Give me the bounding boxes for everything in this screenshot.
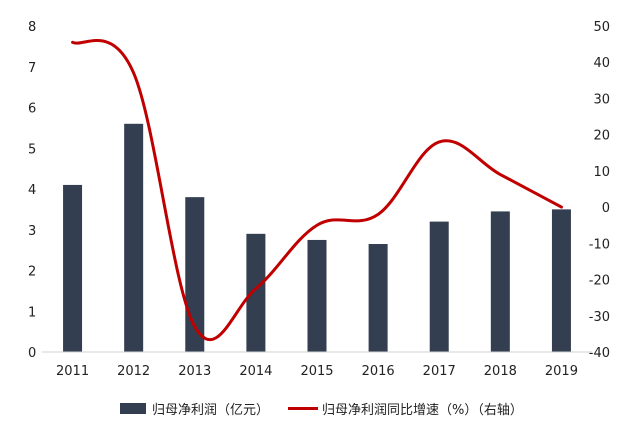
bar <box>429 221 449 352</box>
bar <box>551 209 571 352</box>
bar <box>124 123 144 352</box>
bar <box>63 184 83 352</box>
x-tick-label: 2012 <box>117 364 150 379</box>
legend: 归母净利润（亿元） 归母净利润同比增速（%）（右轴） <box>120 403 523 418</box>
x-tick-label: 2013 <box>178 364 211 379</box>
x-tick-label: 2011 <box>56 364 89 379</box>
line-path <box>71 39 563 342</box>
left-tick-label: 7 <box>28 61 36 76</box>
right-tick-label: 30 <box>593 92 610 107</box>
right-tick-label: 40 <box>593 56 610 71</box>
legend-label-line: 归母净利润同比增速（%）（右轴） <box>322 403 523 418</box>
x-tick-label: 2014 <box>239 364 272 379</box>
left-tick-label: 8 <box>28 20 36 35</box>
left-tick-label: 0 <box>28 346 36 361</box>
x-tick-label: 2017 <box>423 364 456 379</box>
line-series <box>71 39 563 342</box>
right-tick-label: 10 <box>593 165 610 180</box>
bar <box>490 211 510 352</box>
left-tick-label: 2 <box>28 265 36 280</box>
x-tick-label: 2018 <box>484 364 517 379</box>
right-tick-label: -10 <box>589 237 610 252</box>
left-tick-label: 1 <box>28 305 36 320</box>
left-tick-label: 5 <box>28 142 36 157</box>
bar <box>307 239 327 352</box>
legend-swatch-bar <box>120 403 146 414</box>
bar <box>246 233 266 352</box>
right-tick-label: 0 <box>602 201 610 216</box>
x-tick-label: 2019 <box>545 364 578 379</box>
x-tick-label: 2016 <box>362 364 395 379</box>
x-axis-ticks: 2011 2012 2013 2014 2015 2016 2017 2018 2019 <box>56 364 578 379</box>
left-tick-label: 3 <box>28 224 36 239</box>
x-tick-label: 2015 <box>300 364 333 379</box>
left-tick-label: 4 <box>28 183 36 198</box>
left-axis-ticks: 0 1 2 3 4 5 6 7 8 <box>28 20 36 361</box>
right-axis-ticks: -40 -30 -20 -10 0 10 20 30 40 50 <box>589 20 610 361</box>
legend-label-bar: 归母净利润（亿元） <box>152 403 269 418</box>
right-tick-label: -20 <box>589 274 610 289</box>
right-tick-label: 20 <box>593 129 610 144</box>
right-tick-label: -40 <box>589 346 610 361</box>
bar <box>368 244 388 352</box>
left-tick-label: 6 <box>28 102 36 117</box>
right-tick-label: 50 <box>593 20 610 35</box>
right-tick-label: -30 <box>589 310 610 325</box>
bar-series <box>63 123 571 352</box>
